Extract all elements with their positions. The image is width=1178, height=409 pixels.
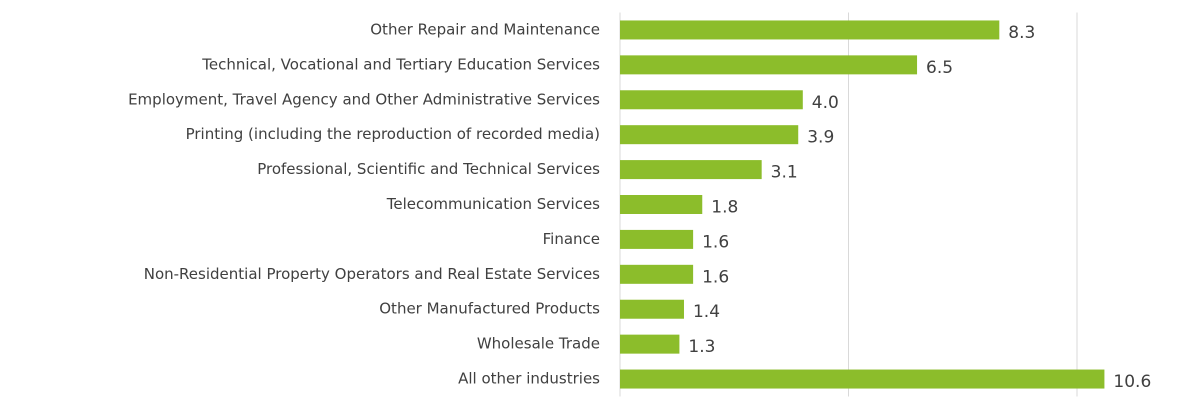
category-label: Technical, Vocational and Tertiary Educa… xyxy=(201,55,600,73)
bar xyxy=(620,55,918,75)
category-label: Finance xyxy=(543,230,600,248)
category-label: Employment, Travel Agency and Other Admi… xyxy=(128,90,600,108)
category-label: Printing (including the reproduction of … xyxy=(186,125,600,143)
bar xyxy=(620,125,799,145)
bar xyxy=(620,195,703,214)
category-label: Professional, Scientific and Technical S… xyxy=(257,160,600,178)
category-label: Telecommunication Services xyxy=(386,195,600,213)
category-label: Other Repair and Maintenance xyxy=(370,20,600,38)
bar xyxy=(620,299,684,319)
bar xyxy=(620,160,762,180)
category-label: All other industries xyxy=(458,370,600,388)
value-label: 4.0 xyxy=(812,93,839,113)
category-label: Non-Residential Property Operators and R… xyxy=(144,265,600,283)
value-label: 10.6 xyxy=(1113,372,1151,392)
bar xyxy=(620,90,803,110)
bar xyxy=(620,20,1000,40)
bar xyxy=(620,229,694,249)
value-label: 3.9 xyxy=(807,128,834,148)
value-label: 1.3 xyxy=(688,337,715,357)
value-label: 1.4 xyxy=(693,302,720,322)
bar xyxy=(620,264,694,284)
value-label: 1.6 xyxy=(702,267,729,287)
value-label: 8.3 xyxy=(1008,23,1035,43)
category-label: Other Manufactured Products xyxy=(379,300,600,318)
value-label: 1.6 xyxy=(702,232,729,252)
bar xyxy=(620,369,1105,389)
value-label: 3.1 xyxy=(771,163,798,183)
bar xyxy=(620,334,680,354)
value-label: 1.8 xyxy=(711,198,738,218)
value-label: 6.5 xyxy=(926,58,953,78)
category-label: Wholesale Trade xyxy=(477,335,600,353)
